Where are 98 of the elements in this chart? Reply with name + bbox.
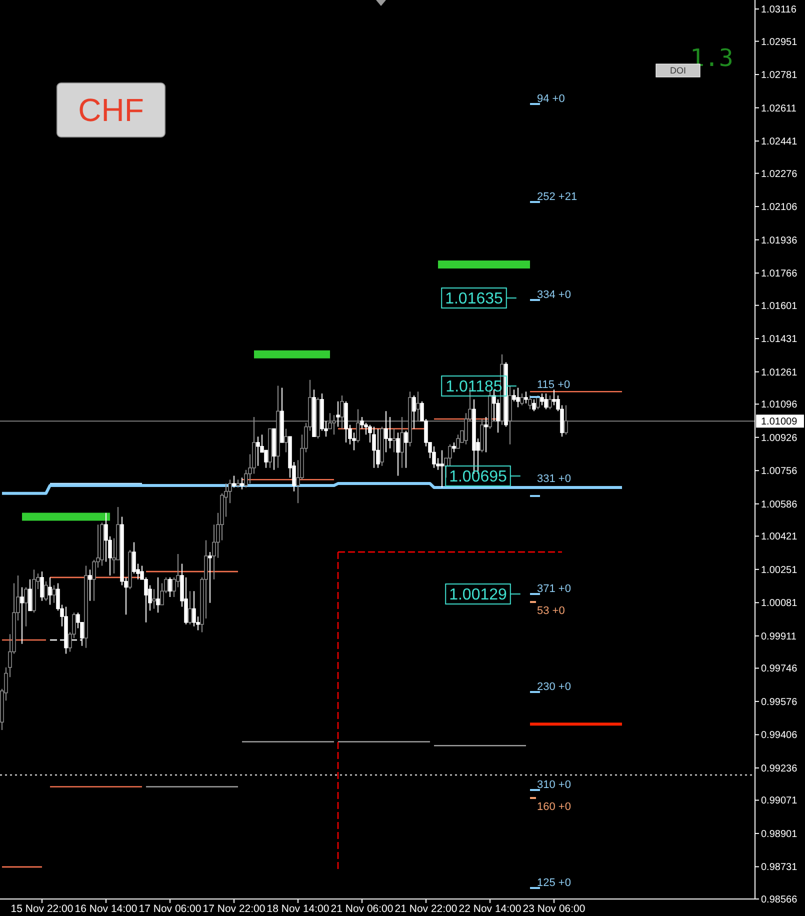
annotation: 310 +0 xyxy=(537,779,571,791)
candlestick xyxy=(452,442,456,453)
x-tick-label: 18 Nov 14:00 xyxy=(266,903,330,915)
candlestick xyxy=(256,436,260,466)
y-tick-label: 1.02106 xyxy=(761,202,798,214)
candlestick xyxy=(456,434,460,449)
candlestick xyxy=(432,446,436,468)
candlestick xyxy=(412,395,416,430)
candlestick xyxy=(44,580,48,602)
candlestick xyxy=(156,576,160,614)
candlestick xyxy=(192,590,196,627)
candlestick xyxy=(24,586,28,627)
candlestick xyxy=(284,428,288,453)
candlestick xyxy=(152,588,156,610)
candlestick xyxy=(528,395,532,410)
y-tick-label: 1.01766 xyxy=(761,268,798,280)
y-tick-label: 0.98901 xyxy=(761,828,798,840)
candlestick xyxy=(484,416,488,453)
annotation: 230 +0 xyxy=(537,681,571,693)
y-tick-label: 1.03116 xyxy=(761,4,797,16)
candlestick xyxy=(448,444,452,466)
y-tick-label: 1.02951 xyxy=(761,36,798,48)
x-tick-label: 17 Nov 06:00 xyxy=(138,903,202,915)
candlestick xyxy=(396,432,400,476)
annotation: 1.00129 xyxy=(449,586,508,604)
annotation: 115 +0 xyxy=(537,379,570,391)
y-tick-label: 1.01096 xyxy=(761,400,798,411)
y-tick-label: 0.98731 xyxy=(761,862,798,874)
y-tick-label: 1.00421 xyxy=(761,532,798,543)
candlestick xyxy=(392,428,396,453)
annotation: 1.01635 xyxy=(445,290,504,308)
candlestick xyxy=(544,393,548,410)
text: DOI xyxy=(670,66,686,76)
y-tick-label: 1.00251 xyxy=(761,564,798,576)
candlestick xyxy=(376,428,380,468)
y-tick-label: 1.01936 xyxy=(761,235,798,246)
candlestick xyxy=(28,578,32,612)
candlestick xyxy=(40,571,44,602)
candlestick xyxy=(168,576,172,598)
x-tick-label: 22 Nov 14:00 xyxy=(458,903,522,915)
candlestick xyxy=(88,569,92,602)
annotation: 1.01185 xyxy=(446,378,502,396)
candlestick xyxy=(52,584,56,604)
y-tick-label: 1.00926 xyxy=(761,432,798,444)
candlestick xyxy=(336,400,340,428)
candlestick xyxy=(524,391,528,404)
ref-line-label: 1.01009 xyxy=(761,416,798,428)
y-tick-label: 1.00586 xyxy=(761,499,798,510)
y-tick-label: 1.02781 xyxy=(761,70,798,82)
annotation: 331 +0 xyxy=(537,473,571,485)
y-tick-label: 0.99746 xyxy=(761,664,798,675)
candlestick xyxy=(20,586,24,644)
y-tick-label: 1.00081 xyxy=(761,598,798,610)
x-tick-label: 15 Nov 22:00 xyxy=(10,903,74,915)
candlestick xyxy=(536,395,540,410)
y-tick-label: 0.98566 xyxy=(761,894,798,906)
x-tick-label: 21 Nov 06:00 xyxy=(330,903,394,915)
candlestick xyxy=(48,576,52,606)
candlestick xyxy=(532,398,536,412)
candlestick xyxy=(188,590,192,625)
annotation: 94 +0 xyxy=(537,93,565,105)
annotation: 125 +0 xyxy=(537,877,571,889)
candlestick xyxy=(540,393,544,406)
annotation: 160 +0 xyxy=(537,801,571,813)
annotation: 1.00695 xyxy=(449,468,508,486)
candlestick xyxy=(232,475,236,488)
annotation: CHF xyxy=(78,92,144,128)
y-tick-label: 1.01261 xyxy=(761,367,798,378)
y-tick-label: 1.02611 xyxy=(761,103,797,114)
candlestick xyxy=(516,387,520,408)
candlestick xyxy=(520,393,524,406)
annotation: 53 +0 xyxy=(537,605,565,617)
candlestick xyxy=(240,477,244,490)
y-tick-label: 1.02276 xyxy=(761,168,798,180)
candlestick xyxy=(440,450,444,488)
candlestick xyxy=(372,426,376,468)
y-tick-label: 1.00756 xyxy=(761,466,798,478)
x-tick-label: 23 Nov 06:00 xyxy=(522,903,586,915)
y-tick-label: 0.99911 xyxy=(761,631,797,642)
candlestick xyxy=(384,410,388,453)
y-tick-label: 0.99236 xyxy=(761,763,798,774)
y-tick-label: 0.99071 xyxy=(761,796,798,807)
x-tick-label: 17 Nov 22:00 xyxy=(202,903,266,915)
y-tick-label: 0.99576 xyxy=(761,696,798,708)
annotation: 334 +0 xyxy=(537,289,571,301)
candlestick xyxy=(208,551,212,604)
y-tick-label: 1.01431 xyxy=(761,334,798,346)
y-tick-label: 1.02441 xyxy=(761,136,798,148)
annotation: 252 +21 xyxy=(537,191,578,203)
x-tick-label: 21 Nov 22:00 xyxy=(394,903,458,915)
candlestick xyxy=(548,395,552,410)
candlestick xyxy=(404,430,408,468)
y-tick-label: 0.99406 xyxy=(761,730,798,742)
x-tick-label: 16 Nov 14:00 xyxy=(74,903,138,915)
annotation: 371 +0 xyxy=(537,583,571,595)
candlestick xyxy=(552,389,556,406)
y-tick-label: 1.01601 xyxy=(761,300,798,312)
candlestick xyxy=(264,450,268,468)
